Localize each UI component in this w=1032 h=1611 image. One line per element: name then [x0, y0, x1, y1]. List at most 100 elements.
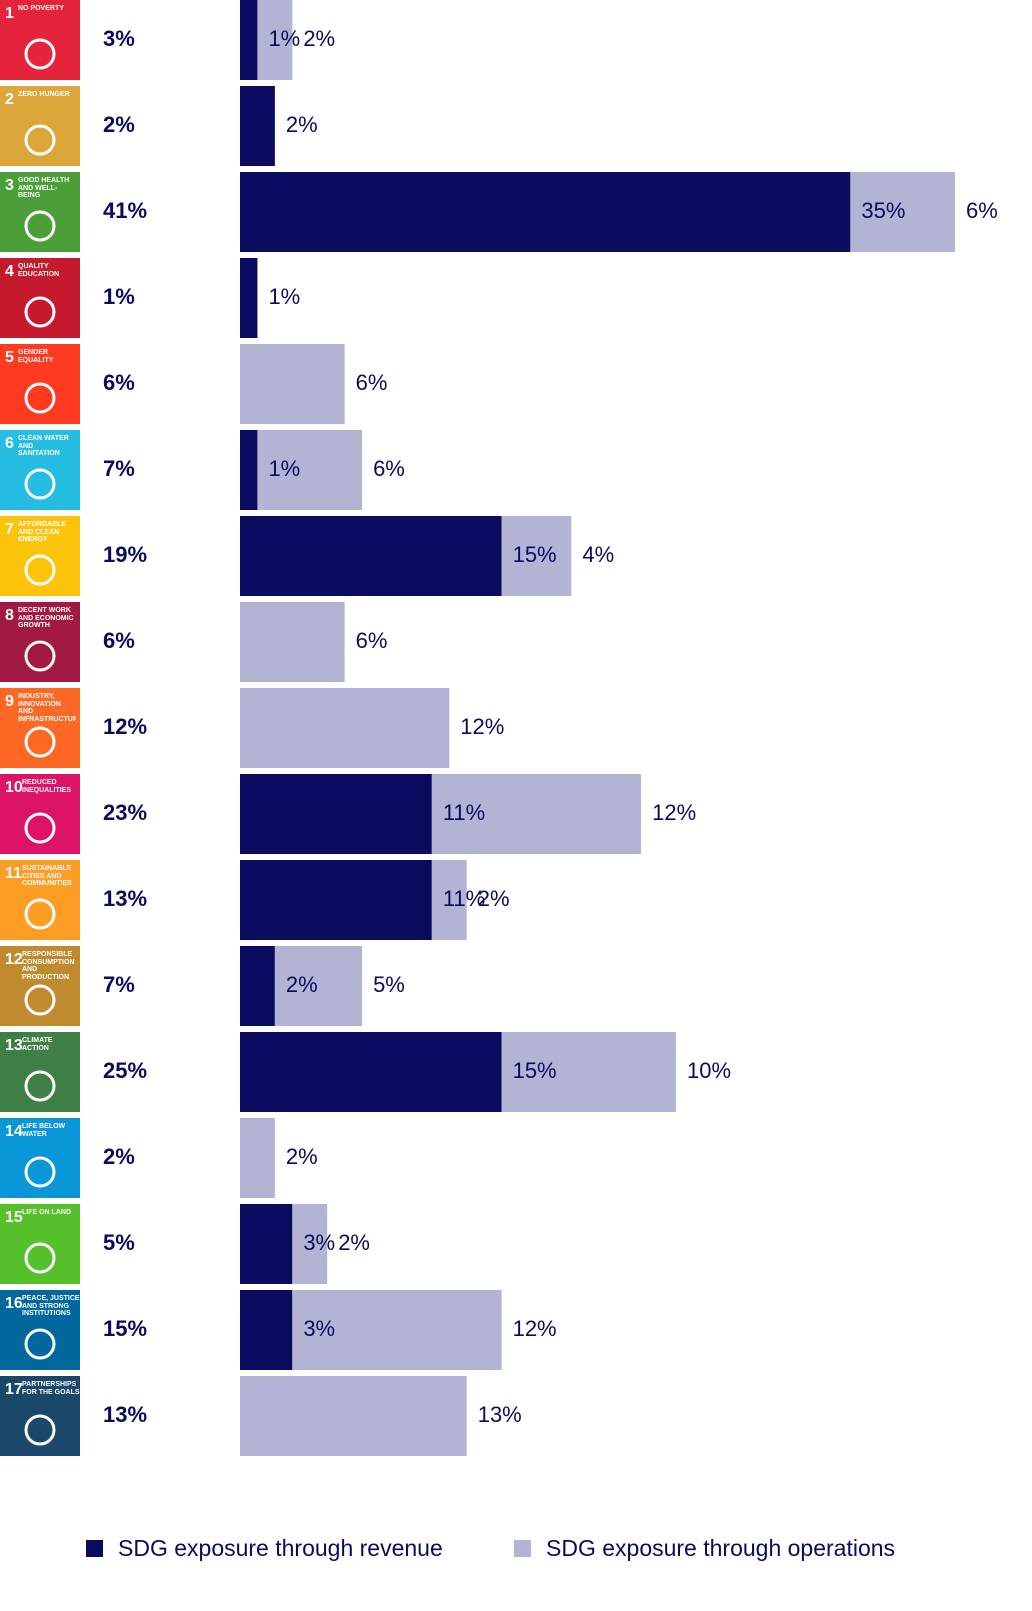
sdg-name: QUALITY EDUCATION — [18, 263, 60, 278]
bar — [240, 860, 432, 940]
sdg-name-box: AFFORDABLE AND CLEAN ENERGY — [18, 521, 67, 544]
total-label: 15% — [103, 1316, 147, 1341]
bar — [274, 946, 363, 1026]
sdg-pictogram — [24, 726, 56, 758]
value-label: 5% — [373, 972, 405, 997]
bar — [292, 1204, 328, 1284]
sdg-name: PARTNERSHIPS FOR THE GOALS — [22, 1381, 80, 1396]
total-label: 2% — [103, 1144, 135, 1169]
sdg-name-box: SUSTAINABLE CITIES AND COMMUNITIES — [22, 865, 72, 887]
sdg-number: 6 — [5, 435, 14, 452]
value-label: 2% — [338, 1230, 370, 1255]
sdg-name-box: NO POVERTY — [18, 5, 64, 12]
sdg-number: 10 — [5, 779, 23, 796]
bar — [431, 774, 642, 854]
sdg-name-box: CLEAN WATER AND SANITATION — [18, 435, 69, 458]
total-label: 23% — [103, 800, 147, 825]
sdg-name: DECENT WORK AND ECONOMIC GROWTH — [18, 607, 74, 630]
value-label: 11% — [443, 800, 485, 825]
sdg-pictogram — [24, 382, 56, 414]
bar — [240, 516, 502, 596]
sdg-name: NO POVERTY — [18, 5, 64, 12]
bar — [240, 430, 258, 510]
value-label: 6% — [373, 456, 405, 481]
bar — [240, 1032, 502, 1112]
sdg-pictogram — [24, 1414, 56, 1446]
legend-swatch — [86, 1540, 103, 1557]
bar — [240, 172, 851, 252]
sdg-pictogram — [24, 1156, 56, 1188]
bar — [240, 258, 258, 338]
value-label: 3% — [303, 1230, 335, 1255]
legend-swatch — [514, 1540, 531, 1557]
value-label: 10% — [687, 1058, 731, 1083]
sdg-pictogram — [24, 210, 56, 242]
sdg-name-box: RESPONSIBLE CONSUMPTION AND PRODUCTION — [22, 951, 75, 981]
total-label: 1% — [103, 284, 135, 309]
sdg-pictogram — [24, 1070, 56, 1102]
sdg-name: AFFORDABLE AND CLEAN ENERGY — [18, 521, 67, 544]
value-label: 6% — [356, 370, 388, 395]
sdg-name: GENDER EQUALITY — [18, 349, 54, 364]
sdg-name-box: PARTNERSHIPS FOR THE GOALS — [22, 1381, 80, 1396]
total-label: 3% — [103, 26, 135, 51]
bar — [240, 688, 450, 768]
sdg-name-box: GENDER EQUALITY — [18, 349, 54, 364]
total-label: 12% — [103, 714, 147, 739]
sdg-number: 11 — [5, 865, 22, 882]
sdg-number: 16 — [5, 1295, 23, 1312]
value-label: 4% — [582, 542, 614, 567]
bar — [292, 1290, 502, 1370]
total-label: 13% — [103, 1402, 147, 1427]
sdg-number: 5 — [5, 349, 14, 366]
bar — [240, 1204, 293, 1284]
bar — [501, 516, 572, 596]
total-label: 2% — [103, 112, 135, 137]
sdg-number: 2 — [5, 91, 14, 108]
value-label: 12% — [513, 1316, 557, 1341]
bar — [240, 86, 275, 166]
sdg-name-box: DECENT WORK AND ECONOMIC GROWTH — [18, 607, 74, 630]
sdg-name: GOOD HEALTH AND WELL-BEING — [18, 177, 70, 200]
sdg-name: LIFE ON LAND — [22, 1209, 71, 1216]
value-label: 13% — [478, 1402, 522, 1427]
sdg-number: 15 — [5, 1209, 23, 1226]
bar — [240, 344, 345, 424]
sdg-number: 3 — [5, 177, 14, 194]
sdg-pictogram — [24, 1242, 56, 1274]
sdg-name: CLIMATE ACTION — [22, 1037, 53, 1052]
value-label: 2% — [286, 112, 318, 137]
sdg-number: 17 — [5, 1381, 23, 1398]
value-label: 15% — [513, 1058, 557, 1083]
value-label: 6% — [966, 198, 998, 223]
bar — [257, 430, 363, 510]
sdg-number: 1 — [5, 5, 14, 22]
sdg-name-box: GOOD HEALTH AND WELL-BEING — [18, 177, 70, 200]
sdg-name-box: CLIMATE ACTION — [22, 1037, 53, 1052]
total-label: 6% — [103, 370, 135, 395]
sdg-number: 7 — [5, 521, 14, 538]
total-label: 6% — [103, 628, 135, 653]
bar — [240, 774, 432, 854]
value-label: 12% — [460, 714, 504, 739]
sdg-name-box: LIFE BELOW WATER — [22, 1123, 65, 1138]
sdg-pictogram — [24, 812, 56, 844]
total-label: 5% — [103, 1230, 135, 1255]
value-label: 12% — [652, 800, 696, 825]
value-label: 2% — [303, 26, 335, 51]
total-label: 19% — [103, 542, 147, 567]
sdg-number: 13 — [5, 1037, 23, 1054]
sdg-name-box: INDUSTRY, INNOVATION AND INFRASTRUCTURE — [18, 693, 76, 723]
sdg-pictogram — [24, 296, 56, 328]
legend-label: SDG exposure through revenue — [118, 1535, 443, 1561]
sdg-number: 9 — [5, 693, 14, 710]
sdg-name: ZERO HUNGER — [18, 91, 70, 98]
sdg-pictogram — [24, 1328, 56, 1360]
sdg-name: CLEAN WATER AND SANITATION — [18, 435, 69, 458]
sdg-pictogram — [24, 984, 56, 1016]
bar — [240, 602, 345, 682]
sdg-number: 4 — [5, 263, 14, 280]
bar — [257, 0, 293, 80]
total-label: 25% — [103, 1058, 147, 1083]
sdg-number: 14 — [5, 1123, 23, 1140]
